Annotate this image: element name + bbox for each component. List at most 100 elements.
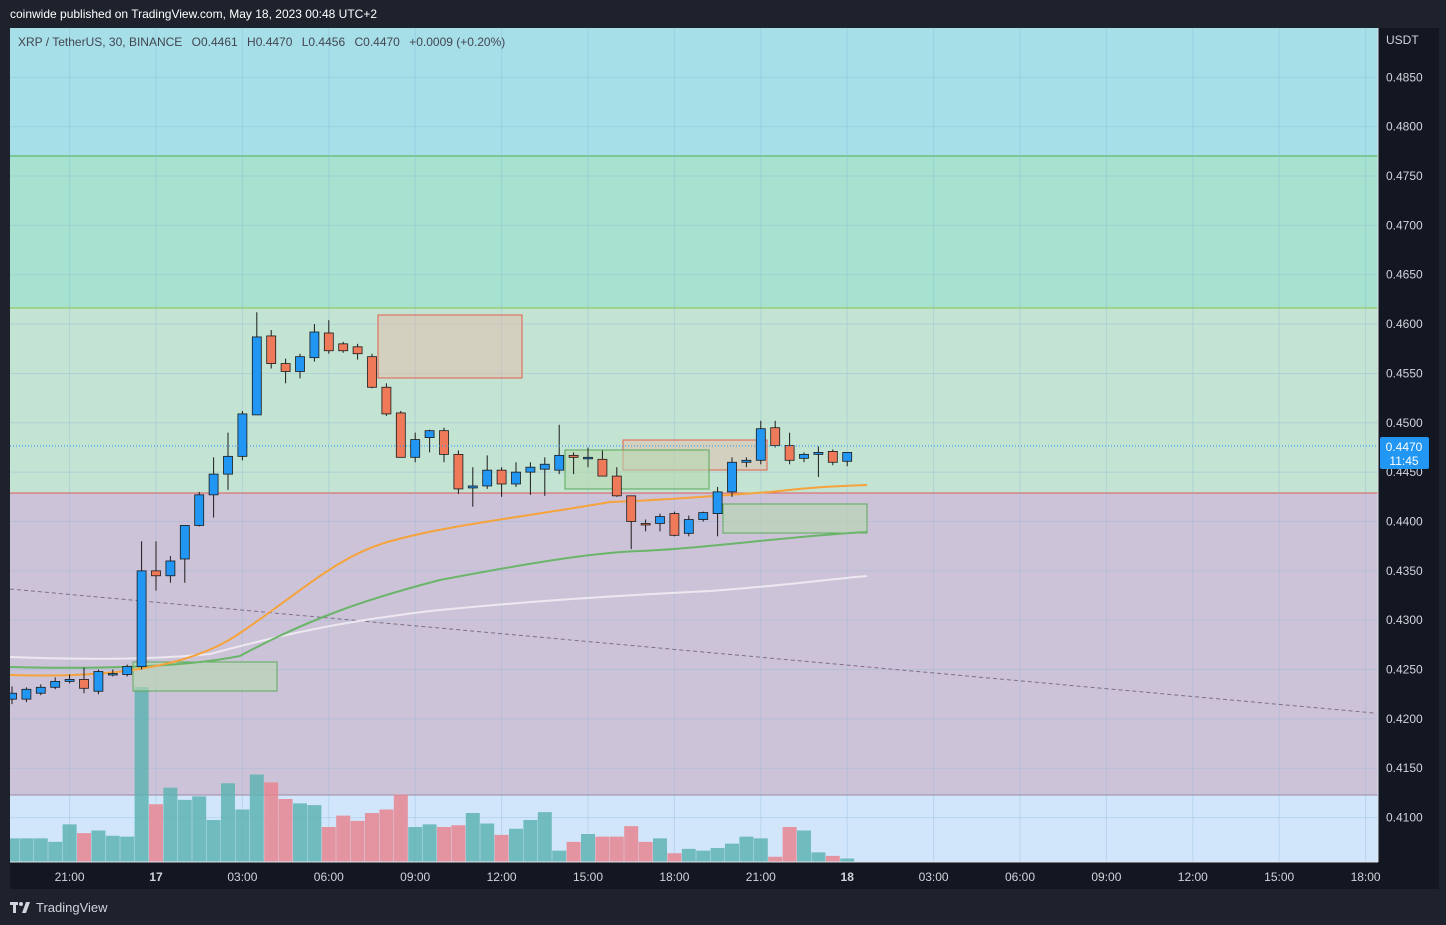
candle-12[interactable]: [179, 525, 190, 583]
candle-48[interactable]: [698, 511, 709, 522]
candle-34[interactable]: [496, 467, 507, 497]
candle-29[interactable]: [424, 429, 435, 453]
candle-body-26: [381, 386, 392, 415]
candle-44[interactable]: [640, 519, 651, 532]
x-tick-label-5: 12:00: [487, 870, 517, 884]
x-tick-label-0: 21:00: [55, 870, 85, 884]
candle-50[interactable]: [727, 457, 737, 497]
candle-24[interactable]: [352, 343, 363, 360]
candle-36[interactable]: [525, 462, 536, 495]
candle-38[interactable]: [554, 424, 565, 475]
legend-symbol: XRP / TetherUS, 30, BINANCE: [18, 35, 182, 49]
volume-bar-20: [293, 803, 307, 862]
chart-pane[interactable]: XRP / TetherUS, 30, BINANCE O0.4461 H0.4…: [5, 28, 1439, 889]
volume-bar-15: [221, 783, 235, 862]
candle-46[interactable]: [669, 511, 680, 537]
volume-bar-2: [33, 838, 48, 862]
candle-27[interactable]: [395, 410, 406, 458]
candle-body-44: [640, 523, 651, 526]
candle-14[interactable]: [208, 457, 219, 518]
candle-28[interactable]: [410, 432, 421, 463]
candle-41[interactable]: [597, 450, 608, 477]
candle-49[interactable]: [712, 486, 723, 537]
tradingview-logo-icon: [10, 901, 30, 913]
candle-54[interactable]: [784, 432, 795, 465]
y-tick-label-3: 0.4700: [1386, 218, 1423, 232]
candle-47[interactable]: [683, 515, 694, 537]
volume-bar-13: [192, 796, 207, 862]
candle-18[interactable]: [266, 330, 277, 369]
candle-15[interactable]: [223, 432, 233, 490]
candle-56[interactable]: [813, 446, 824, 478]
candle-body-7: [107, 673, 118, 676]
candle-20[interactable]: [295, 353, 305, 379]
candle-4[interactable]: [64, 674, 75, 684]
candle-body-18: [266, 335, 277, 364]
candle-6[interactable]: [93, 669, 104, 695]
candle-52[interactable]: [755, 420, 766, 465]
candle-5[interactable]: [79, 667, 89, 694]
grid-lines: [10, 28, 1378, 862]
volume-bar-32: [465, 813, 480, 862]
candle-35[interactable]: [511, 462, 521, 487]
candle-58[interactable]: [842, 452, 853, 467]
candle-26[interactable]: [381, 383, 392, 416]
volume-bar-53: [768, 856, 783, 862]
trend-line[interactable]: [9, 588, 1375, 714]
candle-33[interactable]: [482, 455, 493, 489]
candle-8[interactable]: [122, 664, 133, 677]
candle-25[interactable]: [367, 353, 377, 389]
ema-mid-line: [9, 531, 868, 669]
footer-brand[interactable]: TradingView: [10, 900, 108, 915]
candle-31[interactable]: [453, 450, 464, 494]
candle-51[interactable]: [741, 457, 752, 468]
candle-body-37: [539, 463, 550, 470]
candlesticks[interactable]: [7, 312, 853, 705]
candle-1[interactable]: [21, 687, 32, 703]
volume-bar-24: [350, 820, 365, 862]
candle-57[interactable]: [827, 449, 838, 466]
ema-short-line: [9, 484, 868, 677]
legend-change: +0.0009 (+0.20%): [409, 35, 505, 49]
volume-bar-44: [638, 841, 653, 862]
price-chart[interactable]: XRP / TetherUS, 30, BINANCE O0.4461 H0.4…: [5, 28, 1439, 889]
candle-19[interactable]: [280, 358, 291, 384]
candle-7[interactable]: [107, 669, 118, 677]
candle-39[interactable]: [568, 452, 579, 475]
price-axis[interactable]: USDT 0.4850 0.4800 0.4750 0.4700 0.4650 0.460…: [1377, 28, 1439, 862]
candle-17[interactable]: [251, 312, 262, 416]
moving-averages[interactable]: [9, 484, 868, 677]
candle-3[interactable]: [50, 677, 61, 690]
time-axis[interactable]: 21:00 17 03:00 06:00 09:00 12:00 15:00 18:00 21:…: [10, 861, 1381, 889]
candle-55[interactable]: [799, 452, 809, 463]
candle-body-17: [251, 336, 262, 416]
candle-body-16: [237, 413, 248, 457]
candle-23[interactable]: [338, 341, 349, 353]
candle-9[interactable]: [136, 541, 147, 670]
candle-10[interactable]: [151, 541, 161, 591]
candle-body-55: [799, 453, 809, 459]
candle-21[interactable]: [309, 324, 320, 362]
volume-bar-4: [62, 824, 77, 862]
candle-32[interactable]: [467, 467, 478, 507]
candle-37[interactable]: [539, 457, 550, 496]
candle-43[interactable]: [626, 495, 637, 550]
volume-bar-36: [523, 820, 538, 862]
candle-2[interactable]: [35, 684, 46, 696]
zone-boxes[interactable]: [132, 314, 868, 692]
x-tick-label-2: 03:00: [227, 870, 257, 884]
candle-16[interactable]: [237, 410, 248, 461]
candle-11[interactable]: [165, 556, 176, 583]
candle-42[interactable]: [611, 467, 622, 497]
volume-bar-43: [624, 826, 639, 862]
candle-13[interactable]: [194, 491, 205, 527]
candle-45[interactable]: [655, 513, 665, 532]
candle-40[interactable]: [583, 447, 593, 468]
candle-30[interactable]: [439, 427, 449, 463]
candle-53[interactable]: [770, 420, 781, 448]
volume-bar-8: [120, 836, 135, 862]
volume-bar-57: [825, 855, 840, 862]
demand-zone-box: [722, 503, 868, 534]
candle-22[interactable]: [323, 320, 334, 354]
volume-bar-27: [393, 794, 408, 862]
